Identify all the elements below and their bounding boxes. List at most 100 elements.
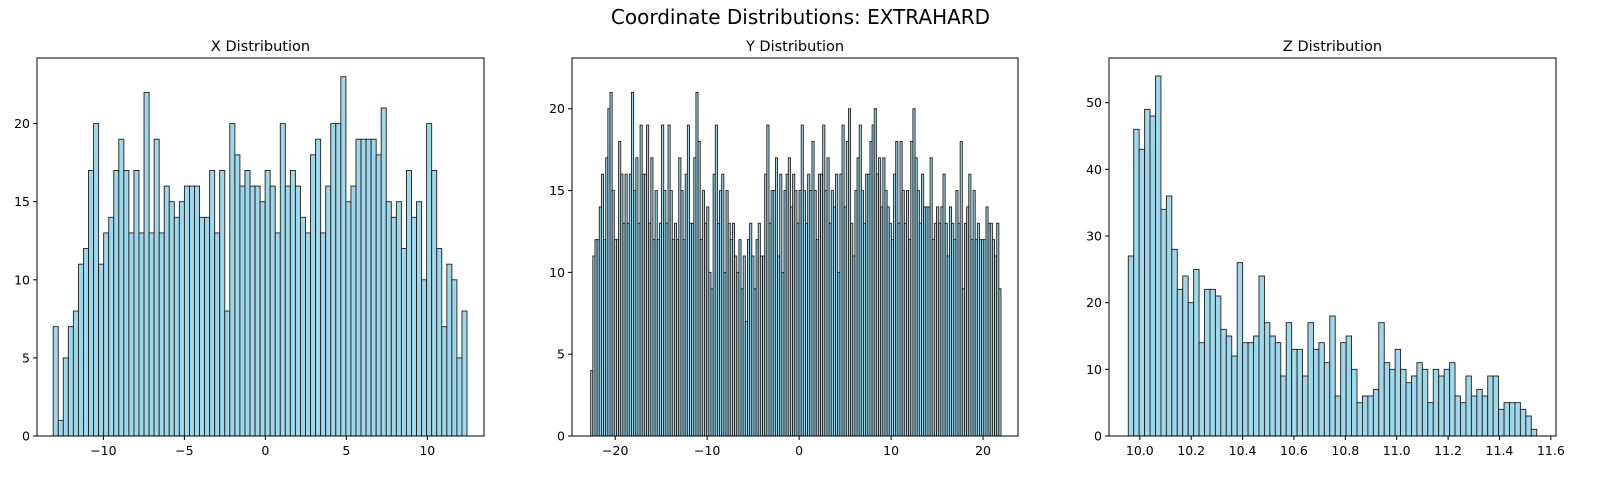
- x-hist-bar: [244, 170, 251, 437]
- x-xtick-label: −10: [90, 443, 116, 458]
- x-hist-bar: [183, 185, 190, 437]
- z-hist-bar: [1220, 328, 1227, 437]
- x-hist-bar: [395, 201, 402, 437]
- x-hist-bar: [385, 201, 392, 437]
- z-hist-bar: [1460, 402, 1467, 437]
- x-hist-bar: [77, 263, 84, 437]
- z-hist-bar: [1171, 248, 1178, 437]
- z-hist-bar: [1247, 342, 1254, 437]
- y-panel-title: Y Distribution: [745, 39, 844, 55]
- x-hist-bar: [123, 170, 130, 437]
- x-panel-title: X Distribution: [211, 39, 310, 55]
- x-xtick-label: 0: [261, 443, 269, 458]
- z-xtick-label: 11.4: [1486, 443, 1514, 458]
- x-hist-bar: [390, 216, 397, 437]
- z-ytick-label: 40: [1086, 162, 1102, 177]
- z-hist-bar: [1514, 402, 1521, 437]
- z-xtick-label: 10.8: [1331, 443, 1359, 458]
- z-hist-bar: [1269, 335, 1276, 437]
- x-hist-bar: [93, 123, 100, 437]
- x-hist-bar: [355, 138, 362, 437]
- x-hist-bar: [52, 326, 59, 437]
- x-hist-bar: [108, 216, 115, 437]
- x-xtick-label: 5: [342, 443, 350, 458]
- x-hist-bar: [274, 232, 281, 437]
- y-ytick-label: 20: [549, 101, 565, 116]
- x-hist-bar: [400, 248, 407, 437]
- x-hist-bar: [431, 170, 438, 437]
- x-hist-bar: [426, 123, 433, 437]
- x-hist-bar: [153, 138, 160, 437]
- x-hist-bar: [421, 279, 428, 437]
- z-hist-bar: [1127, 255, 1135, 437]
- x-axes-frame: [36, 57, 485, 437]
- z-hist-bar: [1367, 395, 1374, 437]
- x-hist-bar: [259, 201, 266, 437]
- x-hist-bar: [375, 154, 382, 437]
- x-hist-bar: [204, 216, 211, 437]
- z-hist-bar: [1193, 268, 1200, 437]
- x-ytick-label: 5: [22, 350, 30, 365]
- z-hist-bar: [1329, 315, 1336, 437]
- z-hist-bar: [1351, 368, 1358, 437]
- y-ytick-label: 5: [557, 347, 565, 362]
- x-hist-bar: [239, 185, 246, 437]
- x-hist-bar: [416, 201, 423, 437]
- z-hist-bar: [1378, 322, 1385, 437]
- x-hist-bar: [67, 326, 74, 437]
- y-xtick-label: 20: [975, 443, 991, 458]
- z-hist-bar: [1503, 402, 1510, 437]
- z-hist-bar: [1209, 288, 1216, 437]
- z-xtick-label: 11.6: [1537, 443, 1565, 458]
- z-hist-bar: [1312, 348, 1320, 437]
- z-hist-bar: [1138, 148, 1146, 437]
- z-hist-bar: [1372, 388, 1380, 437]
- x-hist-bar: [284, 185, 291, 437]
- z-panel: Z Distribution 10.0 10.2 10.4 10.6 10.8 11.0 11…: [1086, 39, 1565, 458]
- z-hist-bar: [1258, 275, 1265, 437]
- z-ytick-label: 10: [1086, 362, 1102, 377]
- z-hist-bar: [1400, 368, 1407, 437]
- x-ytick-label: 0: [22, 429, 30, 444]
- x-hist-bar: [98, 263, 105, 437]
- z-hist-bar: [1481, 395, 1489, 437]
- z-ytick-label: 30: [1086, 229, 1102, 244]
- x-hist-bar: [219, 170, 226, 437]
- x-xtick-label: 10: [419, 443, 435, 458]
- z-hist-bar: [1165, 195, 1173, 437]
- x-hist-bar: [310, 154, 317, 437]
- x-ytick-label: 10: [14, 272, 30, 287]
- x-hist-bar: [340, 76, 347, 437]
- z-hist-bar: [1176, 288, 1184, 437]
- z-xtick-label: 11.0: [1383, 443, 1411, 458]
- x-hist-bar: [289, 170, 296, 437]
- z-hist-bar: [1253, 335, 1260, 437]
- x-hist-bar: [446, 263, 453, 437]
- y-xtick-label: −20: [602, 443, 628, 458]
- z-axes-frame: [1108, 57, 1557, 437]
- z-hist-bar: [1438, 375, 1445, 437]
- z-hist-bar: [1476, 388, 1483, 437]
- x-hist-bar: [350, 185, 357, 437]
- z-hist-bar: [1454, 395, 1461, 437]
- x-hist-bar: [229, 123, 236, 437]
- x-hist-bar: [441, 326, 448, 437]
- z-xtick-label: 10.0: [1126, 443, 1154, 458]
- y-ytick-label: 15: [549, 183, 565, 198]
- z-ytick-label: 0: [1094, 429, 1102, 444]
- z-hist-bar: [1307, 322, 1314, 437]
- z-hist-bar: [1519, 408, 1527, 437]
- x-hist-bar: [345, 201, 352, 437]
- x-hist-bar: [279, 123, 286, 437]
- z-hist-bar: [1214, 295, 1222, 437]
- z-panel-title: Z Distribution: [1283, 39, 1382, 55]
- z-hist-bar: [1334, 395, 1342, 437]
- x-hist-bar: [113, 170, 120, 437]
- z-xtick-label: 10.6: [1280, 443, 1308, 458]
- x-hist-bar: [234, 154, 241, 437]
- x-ytick-label: 20: [14, 116, 30, 131]
- y-ytick-label: 10: [549, 265, 565, 280]
- x-hist-bar: [148, 232, 155, 437]
- x-hist-bar: [138, 232, 145, 437]
